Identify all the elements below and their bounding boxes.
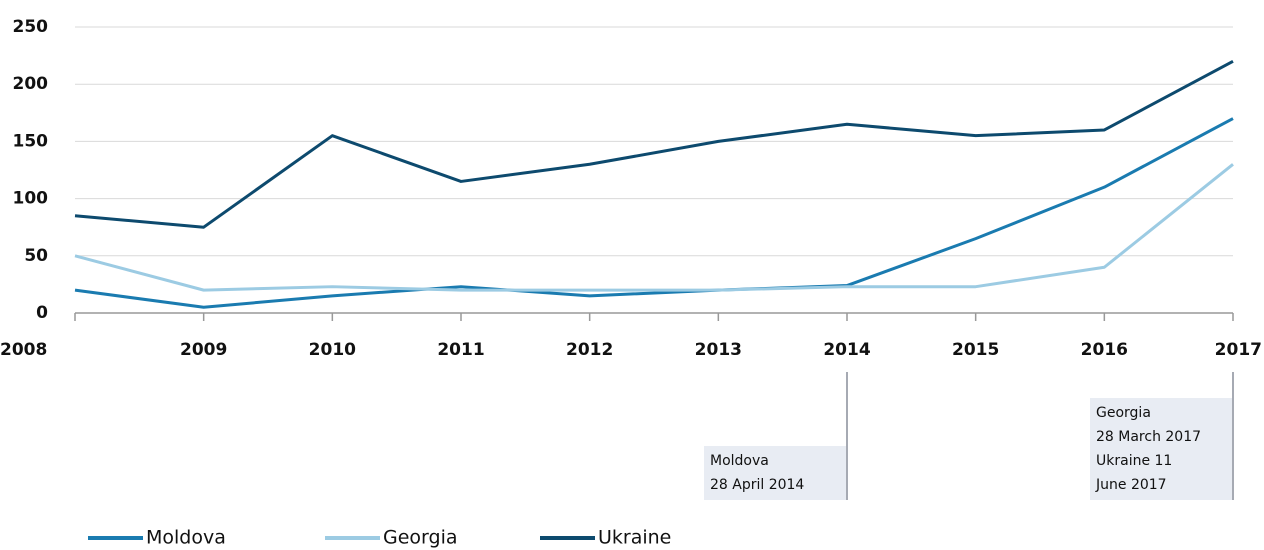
annotation-text: Ukraine 11	[1096, 453, 1172, 469]
x-tick-label: 2008	[0, 340, 47, 360]
y-tick-label: 150	[13, 131, 49, 151]
annotation-text: 28 April 2014	[710, 477, 804, 493]
annotation-text: Georgia	[1096, 405, 1151, 421]
series-line	[74, 59, 1234, 229]
y-tick-label: 250	[13, 17, 49, 37]
annotation-text: June 2017	[1095, 477, 1167, 493]
y-tick-label: 50	[24, 246, 48, 266]
y-tick-label: 100	[13, 189, 49, 209]
x-tick-label: 2017	[1215, 340, 1262, 360]
annotation-text: 28 March 2017	[1096, 429, 1201, 445]
y-tick-label: 0	[36, 303, 48, 323]
annotation-box	[1090, 398, 1233, 500]
legend-label: Ukraine	[598, 527, 671, 549]
annotation-text: Moldova	[710, 453, 769, 469]
x-tick-label: 2009	[180, 340, 227, 360]
x-tick-label: 2015	[952, 340, 999, 360]
x-tick-label: 2016	[1081, 340, 1128, 360]
x-tick-label: 2011	[437, 340, 484, 360]
legend-label: Georgia	[383, 527, 458, 549]
series-line	[74, 163, 1234, 292]
x-tick-label: 2010	[309, 340, 356, 360]
legend-label: Moldova	[146, 527, 226, 549]
x-tick-label: 2012	[566, 340, 613, 360]
x-tick-label: 2013	[695, 340, 742, 360]
x-tick-label: 2014	[823, 340, 870, 360]
y-tick-label: 200	[13, 74, 49, 94]
annotation-box	[704, 446, 847, 500]
series-line	[74, 117, 1234, 309]
